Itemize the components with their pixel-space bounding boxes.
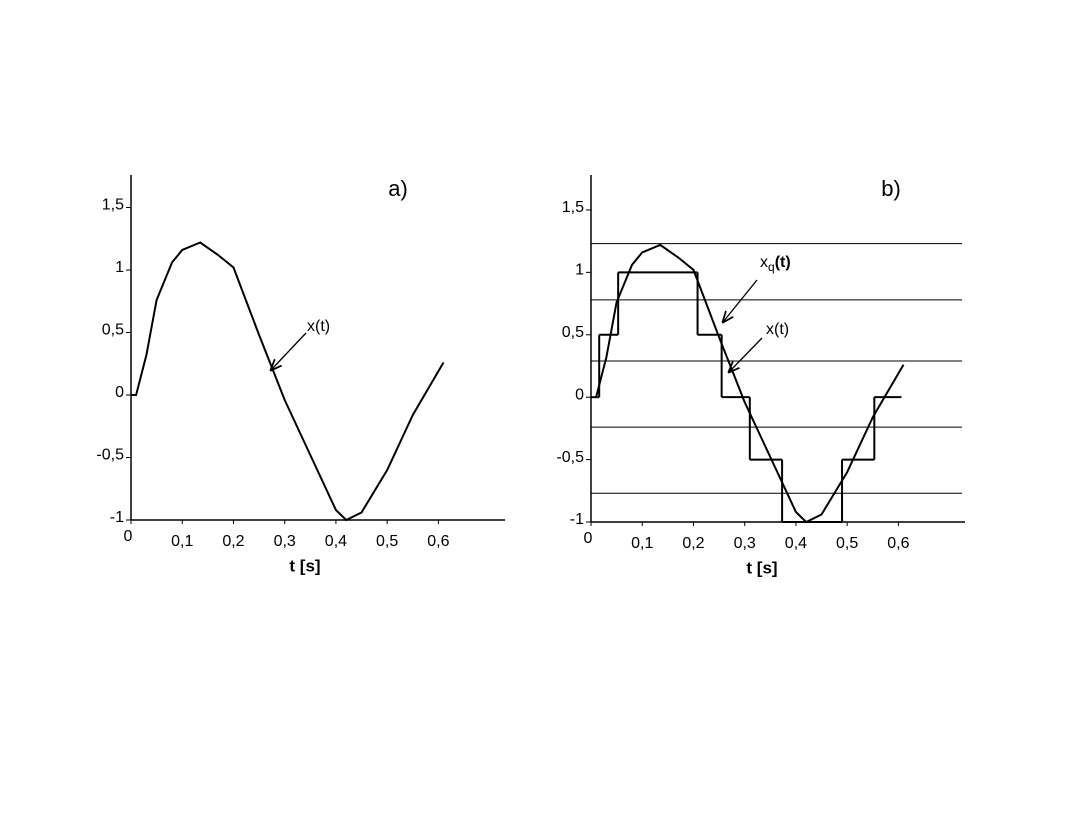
y-tick-label: 1 — [575, 262, 584, 279]
annotation-arrow — [729, 337, 763, 372]
y-tick-label: 0 — [575, 386, 584, 403]
x-tick-label: 0,2 — [222, 533, 244, 550]
label-tail: (t) — [775, 254, 791, 271]
x-tick-label: 0,4 — [785, 535, 807, 552]
x-tick-label: 0,3 — [734, 535, 756, 552]
signal-curve — [595, 243, 905, 524]
x-axis-label: t [s] — [746, 558, 777, 577]
x-tick-label: 0,6 — [887, 535, 909, 552]
x-tick-label: 0,3 — [274, 533, 296, 550]
y-tick-label: 0,5 — [102, 322, 124, 339]
x-tick-label: 0,5 — [836, 535, 858, 552]
y-tick-label: -1 — [110, 509, 124, 526]
x-tick-label: 0 — [124, 528, 133, 545]
x-axis-label: t [s] — [289, 556, 320, 575]
x-tick-label: 0,5 — [376, 533, 398, 550]
x-tick-label: 0 — [584, 530, 593, 547]
signal-curve — [131, 241, 445, 522]
y-tick-label: -0,5 — [96, 447, 124, 464]
y-tick-label: 1,5 — [102, 197, 124, 214]
panel-title: a) — [388, 176, 408, 201]
x-tick-label: 0,6 — [427, 533, 449, 550]
series-label: x(t) — [307, 318, 330, 335]
label-sub: q — [768, 260, 775, 274]
series-label: x(t) — [766, 321, 789, 338]
y-tick-label: 1 — [115, 259, 124, 276]
x-tick-label: 0,2 — [682, 535, 704, 552]
y-tick-label: 0,5 — [562, 324, 584, 341]
y-tick-label: 0 — [115, 384, 124, 401]
annotation-arrow — [723, 279, 758, 322]
y-tick-label: -1 — [570, 511, 584, 528]
x-tick-label: 0,1 — [171, 533, 193, 550]
annotation-arrow — [271, 332, 307, 370]
panel-title: b) — [881, 176, 901, 201]
y-tick-label: -0,5 — [556, 449, 584, 466]
y-tick-label: 1,5 — [562, 199, 584, 216]
x-tick-label: 0,4 — [325, 533, 347, 550]
x-tick-label: 0,1 — [631, 535, 653, 552]
series-label: xq(t) — [760, 254, 791, 274]
label-base: x — [760, 254, 768, 271]
